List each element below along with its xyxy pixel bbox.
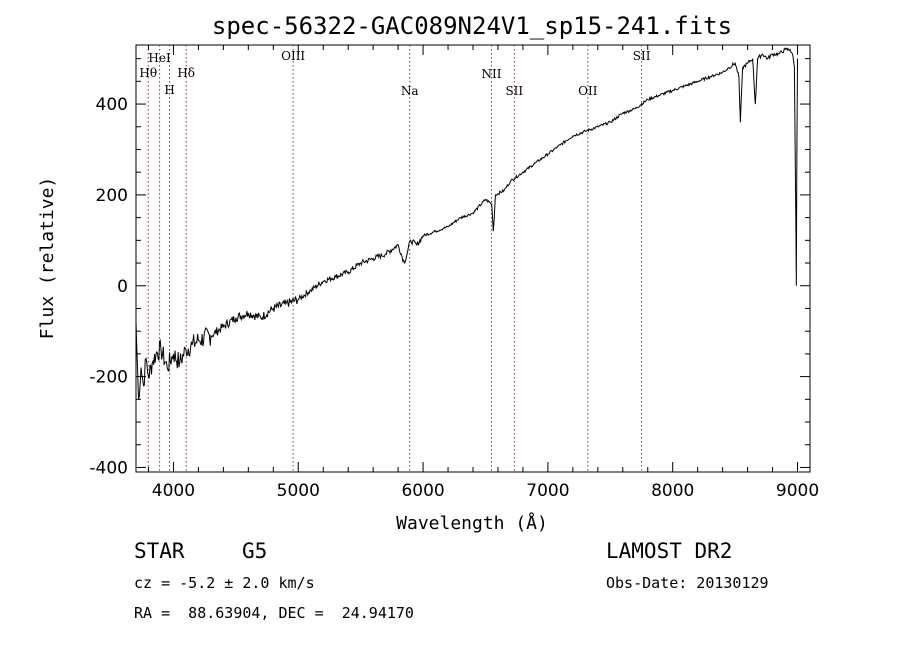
line-marker-label: Hδ [177, 66, 195, 80]
y-tick-label: 400 [96, 95, 128, 115]
y-tick-label: -400 [89, 458, 128, 478]
survey-name: LAMOST DR2 [606, 539, 733, 563]
line-marker-label: NII [481, 67, 501, 81]
chart-title: spec-56322-GAC089N24V1_sp15-241.fits [212, 12, 732, 40]
x-tick-label: 7000 [526, 481, 569, 501]
object-class: STAR [134, 539, 185, 563]
spectrum-chart: spec-56322-GAC089N24V1_sp15-241.fits HθH… [37, 12, 819, 534]
line-marker-label: H [164, 83, 174, 97]
line-marker-label: Hθ [139, 66, 157, 80]
x-axis-label: Wavelength (Å) [396, 512, 548, 534]
x-tick-label: 9000 [776, 481, 819, 501]
spectrum-line [135, 47, 798, 400]
line-marker-label: SII [633, 49, 651, 63]
object-subclass: G5 [242, 539, 268, 563]
y-tick-label: 200 [96, 186, 128, 206]
redshift-readout: cz = -5.2 ± 2.0 km/s [134, 574, 315, 592]
y-tick-label: 0 [117, 277, 128, 297]
line-marker-label: OIII [281, 49, 305, 63]
x-tick-label: 5000 [277, 481, 320, 501]
line-marker-label: Na [401, 84, 419, 98]
y-axis-label: Flux (relative) [37, 177, 58, 340]
x-tick-label: 6000 [401, 481, 444, 501]
line-marker-label: HeI [148, 51, 171, 65]
coordinates-readout: RA = 88.63904, DEC = 24.94170 [134, 604, 414, 622]
line-marker-label: SII [505, 84, 523, 98]
y-tick-label: -200 [89, 368, 128, 388]
obs-date-readout: Obs-Date: 20130129 [606, 574, 769, 592]
x-tick-label: 4000 [152, 481, 195, 501]
line-marker-label: OII [578, 84, 598, 98]
plot-frame [135, 44, 811, 473]
x-tick-label: 8000 [651, 481, 694, 501]
